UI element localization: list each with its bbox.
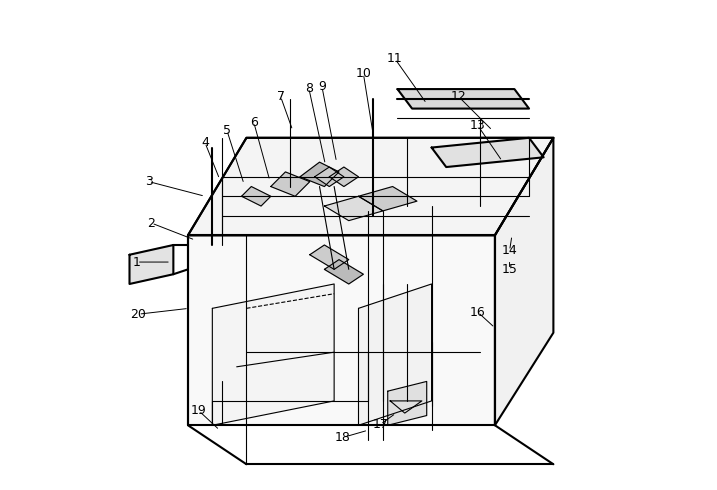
- Text: 8: 8: [305, 82, 313, 95]
- Text: 3: 3: [145, 175, 153, 188]
- Text: 12: 12: [450, 90, 466, 103]
- Polygon shape: [271, 172, 310, 196]
- Polygon shape: [315, 167, 344, 187]
- Text: 7: 7: [277, 90, 285, 103]
- Text: 9: 9: [318, 80, 326, 93]
- Polygon shape: [212, 284, 334, 425]
- Polygon shape: [358, 284, 432, 425]
- Text: 17: 17: [373, 418, 389, 431]
- Text: 2: 2: [148, 217, 156, 230]
- Polygon shape: [329, 167, 358, 187]
- Polygon shape: [130, 245, 174, 284]
- Text: 6: 6: [250, 116, 257, 129]
- Text: 16: 16: [470, 306, 485, 318]
- Text: 1: 1: [133, 256, 141, 269]
- Text: 14: 14: [502, 245, 518, 257]
- Polygon shape: [358, 187, 417, 211]
- Polygon shape: [310, 245, 348, 270]
- Polygon shape: [388, 381, 427, 425]
- Text: 15: 15: [502, 263, 518, 276]
- Polygon shape: [324, 196, 383, 220]
- Polygon shape: [324, 260, 364, 284]
- Polygon shape: [397, 89, 529, 109]
- Polygon shape: [188, 138, 554, 235]
- Text: 11: 11: [387, 52, 403, 65]
- Text: 19: 19: [191, 404, 206, 417]
- Polygon shape: [495, 138, 554, 425]
- Text: 4: 4: [201, 136, 209, 149]
- Text: 18: 18: [335, 431, 351, 444]
- Text: 5: 5: [223, 124, 231, 137]
- Text: 13: 13: [470, 119, 485, 132]
- Polygon shape: [432, 138, 543, 167]
- Polygon shape: [300, 162, 339, 187]
- Text: 10: 10: [356, 67, 371, 80]
- Polygon shape: [242, 187, 271, 206]
- Text: 20: 20: [130, 308, 146, 320]
- Polygon shape: [188, 235, 495, 425]
